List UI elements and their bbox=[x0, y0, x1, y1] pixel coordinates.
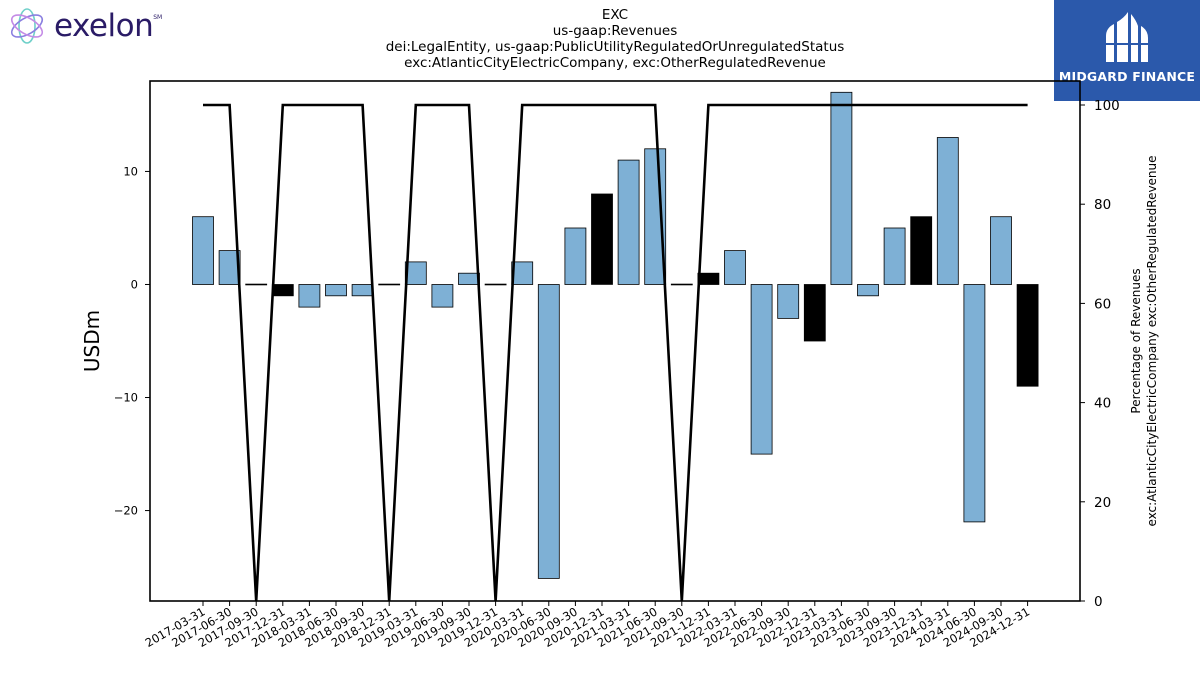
y2-tick-label: 60 bbox=[1094, 296, 1111, 312]
midgard-emblem-icon bbox=[1104, 12, 1150, 62]
bar-2022-03-31 bbox=[724, 250, 746, 285]
y-axis-label: USDm bbox=[80, 310, 104, 372]
title-line-4: exc:AtlanticCityElectricCompany, exc:Oth… bbox=[404, 55, 826, 71]
bar-2019-06-30 bbox=[431, 284, 454, 308]
plot-frame bbox=[149, 80, 1081, 602]
title-line-2: us-gaap:Revenues bbox=[552, 23, 678, 39]
bar-2017-03-31 bbox=[192, 216, 214, 285]
bar-2020-12-31 bbox=[591, 193, 613, 285]
bar-2020-03-31 bbox=[511, 261, 534, 285]
y2-axis-label-line-2: exc:AtlanticCityElectricCompany exc:Othe… bbox=[1145, 155, 1159, 526]
bar-2019-03-31 bbox=[404, 261, 427, 285]
bar-2024-03-31 bbox=[936, 137, 959, 285]
bar-2022-06-30 bbox=[750, 284, 773, 455]
bar-2019-12-31 bbox=[484, 283, 507, 286]
bar-2018-06-30 bbox=[325, 284, 347, 297]
exelon-logo: exelon SM bbox=[6, 4, 162, 48]
bar-2024-12-31 bbox=[1016, 284, 1039, 387]
y2-tick-label: 80 bbox=[1094, 197, 1111, 213]
bar-2020-09-30 bbox=[564, 227, 587, 285]
bar-series bbox=[192, 91, 1039, 579]
exelon-wordmark: exelon bbox=[54, 8, 154, 44]
y-tick-label: −10 bbox=[114, 391, 138, 405]
y-axis-ticks: −20 −10 0 10 bbox=[114, 164, 150, 518]
chart-title: EXC us-gaap:Revenues dei:LegalEntity, us… bbox=[365, 7, 865, 71]
service-mark: SM bbox=[153, 14, 163, 21]
y2-tick-label: 0 bbox=[1094, 594, 1103, 610]
bar-2021-09-30 bbox=[670, 283, 693, 286]
y-tick-label: −20 bbox=[114, 504, 138, 518]
bar-2018-12-31 bbox=[378, 283, 401, 286]
bar-2020-06-30 bbox=[537, 284, 560, 579]
percentage-line bbox=[203, 103, 1028, 602]
y-tick-label: 10 bbox=[123, 164, 138, 178]
midgard-logo: MIDGARD FINANCE bbox=[1054, 0, 1200, 101]
chart-axes bbox=[149, 80, 1081, 602]
x-axis-ticks: 2017-03-312017-06-302017-09-302017-12-31… bbox=[143, 601, 1032, 650]
bar-2018-03-31 bbox=[298, 284, 321, 308]
bar-2023-09-30 bbox=[883, 227, 906, 285]
bar-2021-03-31 bbox=[617, 159, 640, 285]
bar-2022-12-31 bbox=[803, 284, 826, 342]
bar-2023-03-31 bbox=[830, 91, 853, 285]
exelon-flower-icon bbox=[10, 8, 44, 44]
midgard-wordmark: MIDGARD FINANCE bbox=[1058, 69, 1196, 84]
bar-2018-09-30 bbox=[351, 284, 374, 297]
y2-axis-label-line-1: Percentage of Revenues bbox=[1129, 268, 1143, 413]
percentage-line-series bbox=[203, 103, 1028, 602]
bar-2017-12-31 bbox=[271, 284, 294, 297]
y2-tick-label: 20 bbox=[1094, 495, 1111, 511]
bar-2017-09-30 bbox=[245, 283, 268, 286]
title-line-1: EXC bbox=[601, 7, 629, 23]
bar-2024-09-30 bbox=[990, 216, 1012, 285]
bar-2017-06-30 bbox=[218, 250, 241, 285]
y2-tick-label: 40 bbox=[1094, 396, 1111, 412]
bar-2023-06-30 bbox=[857, 284, 879, 297]
bar-2024-06-30 bbox=[963, 284, 986, 523]
y2-tick-label: 100 bbox=[1094, 98, 1120, 114]
title-line-3: dei:LegalEntity, us-gaap:PublicUtilityRe… bbox=[385, 39, 845, 55]
y-tick-label: 0 bbox=[131, 277, 138, 291]
bar-2019-09-30 bbox=[458, 272, 480, 285]
bar-2022-09-30 bbox=[777, 284, 800, 319]
y2-axis-ticks: 0 20 40 60 80 100 bbox=[1080, 98, 1120, 610]
bar-2023-12-31 bbox=[910, 216, 933, 285]
bar-2021-12-31 bbox=[697, 272, 720, 285]
